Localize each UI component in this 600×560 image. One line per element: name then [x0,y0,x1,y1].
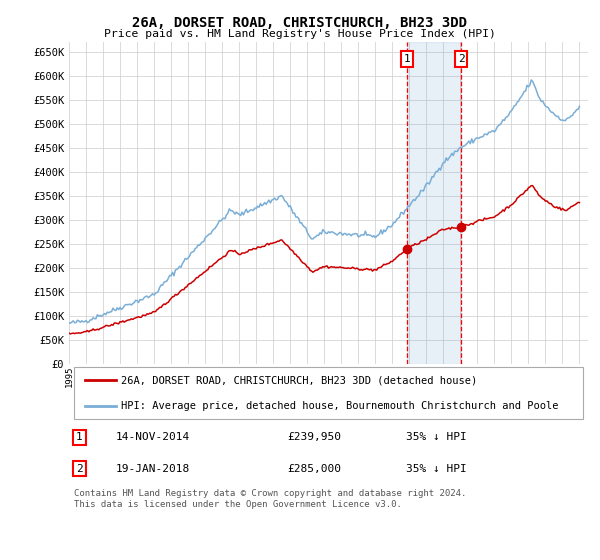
Text: 26A, DORSET ROAD, CHRISTCHURCH, BH23 3DD: 26A, DORSET ROAD, CHRISTCHURCH, BH23 3DD [133,16,467,30]
Text: 35% ↓ HPI: 35% ↓ HPI [406,464,467,474]
Text: Contains HM Land Registry data © Crown copyright and database right 2024.
This d: Contains HM Land Registry data © Crown c… [74,489,467,509]
Text: 1: 1 [76,432,83,442]
Text: £239,950: £239,950 [287,432,341,442]
Text: Price paid vs. HM Land Registry's House Price Index (HPI): Price paid vs. HM Land Registry's House … [104,29,496,39]
Text: 35% ↓ HPI: 35% ↓ HPI [406,432,467,442]
Text: 19-JAN-2018: 19-JAN-2018 [116,464,190,474]
Text: 26A, DORSET ROAD, CHRISTCHURCH, BH23 3DD (detached house): 26A, DORSET ROAD, CHRISTCHURCH, BH23 3DD… [121,375,477,385]
Text: 2: 2 [76,464,83,474]
Text: 14-NOV-2014: 14-NOV-2014 [116,432,190,442]
Text: HPI: Average price, detached house, Bournemouth Christchurch and Poole: HPI: Average price, detached house, Bour… [121,401,559,410]
Text: 2: 2 [458,54,464,64]
Text: £285,000: £285,000 [287,464,341,474]
Text: 1: 1 [404,54,410,64]
Bar [407,42,461,364]
